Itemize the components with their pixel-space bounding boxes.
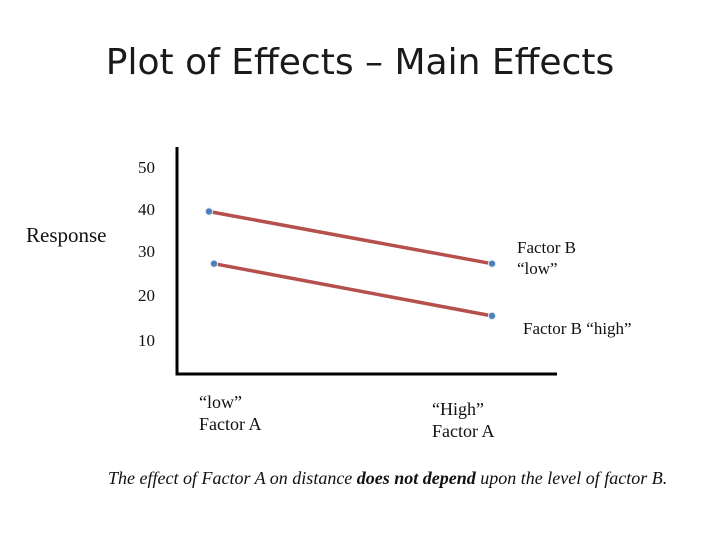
x-tick-label-low: “low” Factor A — [199, 392, 262, 434]
y-tick-label: 50 — [138, 158, 155, 177]
x-tick-label-high: “High” Factor A — [432, 399, 495, 441]
caption-part: upon the level of factor B. — [475, 468, 668, 488]
y-axis-label: Response — [26, 223, 107, 247]
series-label-factor-b-high: Factor B “high” — [523, 319, 632, 338]
caption: The effect of Factor A on distance does … — [108, 467, 668, 489]
caption-emphasis: does not depend — [356, 468, 476, 488]
data-point-s0-1 — [487, 259, 497, 268]
series-line-1 — [213, 261, 493, 318]
data-point-s1-1 — [487, 311, 497, 320]
caption-part: The effect of Factor A on distance — [108, 468, 357, 488]
data-point-s0-0 — [204, 207, 214, 216]
series-label-factor-b-low: Factor B “low” — [517, 238, 577, 278]
slide-title: Plot of Effects – Main Effects — [105, 42, 615, 83]
data-point-s1-0 — [209, 259, 219, 268]
y-tick-label: 10 — [138, 331, 155, 350]
y-tick-label: 20 — [138, 286, 155, 305]
y-tick-label: 30 — [138, 242, 155, 261]
series-line-0 — [208, 209, 493, 266]
y-tick-label: 40 — [138, 200, 155, 219]
